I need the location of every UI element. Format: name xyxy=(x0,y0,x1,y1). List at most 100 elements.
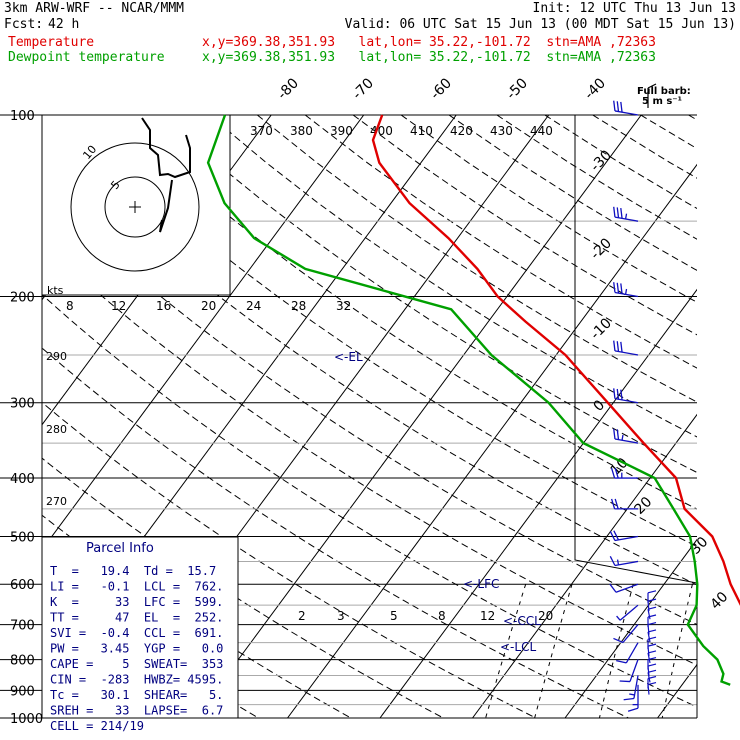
hodograph-trace xyxy=(141,117,191,179)
barb-flag xyxy=(613,340,616,351)
theta-e-label: 370 xyxy=(250,124,273,138)
dry-adiabat xyxy=(256,115,697,403)
wind-barb-upper xyxy=(613,282,639,298)
wind-barb-upper xyxy=(610,467,638,479)
isotherm xyxy=(194,115,642,718)
parcel-info-row: TT = 47 EL = 252. xyxy=(50,611,223,625)
ccl-marker: <-CCL xyxy=(503,614,541,628)
temperature-legend: Temperature xyxy=(8,35,95,50)
temperature-profile xyxy=(371,114,740,606)
parcel-info-title: Parcel Info xyxy=(86,541,154,556)
lcl-marker: <-LCL xyxy=(500,640,536,654)
isotherm xyxy=(42,115,365,551)
wind-barb-lower xyxy=(647,624,650,635)
wind-barb-upper xyxy=(613,100,639,116)
wind-barb-lower-flag xyxy=(647,590,657,594)
isotherm-label: 10 xyxy=(608,455,632,479)
parcel-info-row: T = 19.4 Td = 15.7 xyxy=(50,564,216,578)
mixing-ratio-label: 12 xyxy=(480,609,495,623)
plot-right-edge xyxy=(574,115,698,718)
mixing-ratio-line xyxy=(661,584,693,718)
barb-key-title: Full barb: xyxy=(637,86,691,97)
barb-staff xyxy=(614,350,639,356)
wind-barb-upper xyxy=(613,388,639,404)
barb-key-value: 5 m s⁻¹ xyxy=(642,96,682,107)
barb-staff xyxy=(614,216,639,222)
dry-adiabat xyxy=(448,115,697,271)
barb-flag xyxy=(616,341,620,352)
isotherm-label: -60 xyxy=(428,75,455,102)
mixing-ratio-label: 2 xyxy=(298,609,306,623)
barb-flag xyxy=(627,707,639,712)
wind-barb-lower-flag xyxy=(647,629,657,633)
hodograph-trace xyxy=(159,179,173,233)
lfc-marker: <-LFC xyxy=(463,577,499,591)
isotherm xyxy=(657,663,697,718)
dry-adiabat xyxy=(209,115,697,438)
barb-half xyxy=(621,434,624,441)
barb-flag xyxy=(613,206,616,218)
hodograph-tick-label: 16 xyxy=(156,299,171,313)
isotherm-label: -80 xyxy=(275,75,302,102)
barb-flag xyxy=(613,428,616,440)
mixing-ratio-line xyxy=(485,584,527,718)
wind-barb-lower-flag xyxy=(647,656,657,661)
parcel-info-row: CELL = 214/19 xyxy=(50,719,144,733)
parcel-info-row: SREH = 33 LAPSE= 6.7 xyxy=(50,704,223,718)
theta-e-label: 390 xyxy=(330,124,353,138)
pressure-label: 500 xyxy=(10,530,35,545)
wind-barb-lower-flag xyxy=(647,681,657,686)
barb-staff xyxy=(622,624,639,643)
theta-e-label: 430 xyxy=(490,124,513,138)
wind-barb-lower-flag xyxy=(647,650,657,654)
barb-flag xyxy=(619,680,631,683)
barb-flag xyxy=(614,467,619,479)
pressure-label: 100 xyxy=(10,109,35,124)
pressure-label: 200 xyxy=(10,291,35,306)
forecast-label: Fcst: xyxy=(4,17,44,32)
barb-staff xyxy=(614,398,639,404)
hodograph-tick-label: 12 xyxy=(111,299,126,313)
barb-flag xyxy=(616,282,620,294)
barb-flag xyxy=(623,697,635,701)
isotherm xyxy=(472,413,697,718)
hodograph-tick-label: 24 xyxy=(246,299,261,313)
barb-flag xyxy=(609,531,616,541)
parcel-info-row: PW = 3.45 YGP = 0.0 xyxy=(50,642,223,656)
pressure-label: 700 xyxy=(10,619,35,634)
parcel-info-row: Tc = 30.1 SHEAR= 5. xyxy=(50,688,223,702)
barb-staff xyxy=(619,604,639,621)
wind-barb-lower xyxy=(647,652,651,664)
wind-barb-upper xyxy=(609,555,639,567)
dewpoint-location: x,y=369.38,351.93 lat,lon= 35.22,-101.72… xyxy=(202,50,656,65)
hodograph-tick-label: 20 xyxy=(201,299,216,313)
wind-barb-lower-flag xyxy=(647,622,657,626)
isotherm-label: -70 xyxy=(350,75,377,102)
barb-staff xyxy=(625,642,639,664)
mixing-ratio-label: 20 xyxy=(538,609,553,623)
dewpoint-profile xyxy=(206,114,731,686)
barb-staff xyxy=(614,535,639,542)
hodograph-ring xyxy=(104,176,166,238)
wind-barb-upper xyxy=(613,206,639,222)
barb-staff xyxy=(614,110,639,116)
barb-flag xyxy=(620,341,623,353)
hodograph-tick-label: 32 xyxy=(336,299,351,313)
pressure-label: 900 xyxy=(10,684,35,699)
barb-flag xyxy=(613,282,616,293)
isotherm xyxy=(564,538,697,718)
wind-barb-lower-flag xyxy=(647,663,657,667)
mixing-ratio-label: 3 xyxy=(337,609,345,623)
wind-barb-upper xyxy=(610,498,638,510)
barb-staff xyxy=(629,659,639,682)
barb-staff xyxy=(614,438,639,444)
barb-staff xyxy=(615,583,639,593)
wind-barb-upper xyxy=(616,604,639,621)
barb-flag xyxy=(620,101,623,113)
forecast-hour: 42 h xyxy=(48,17,80,32)
wind-barb-lower xyxy=(647,631,651,643)
wind-barb-upper xyxy=(609,530,639,542)
wind-barb-upper xyxy=(619,659,639,683)
wind-barb-upper xyxy=(616,642,639,664)
